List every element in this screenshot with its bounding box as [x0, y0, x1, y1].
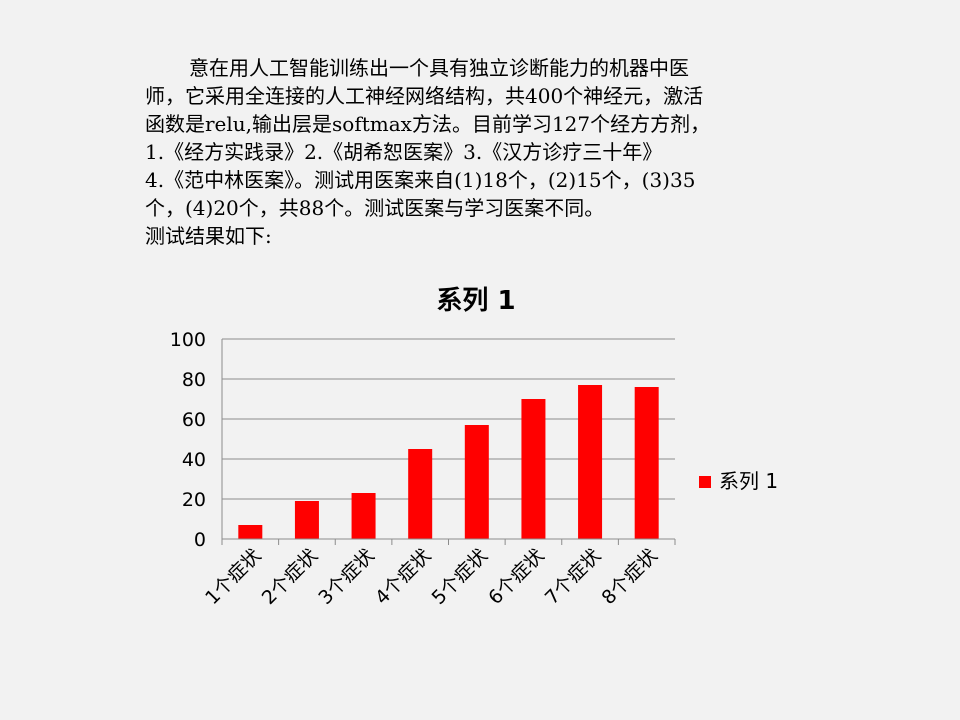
y-tick-label: 0 — [194, 529, 206, 551]
legend: 系列 1 — [699, 469, 778, 493]
legend-label: 系列 1 — [719, 469, 778, 493]
y-tick-label: 80 — [182, 369, 206, 391]
bar — [464, 425, 489, 539]
axis-layer — [221, 339, 676, 545]
x-tick-label: 8个症状 — [597, 545, 661, 609]
intro-line: 函数是relu,输出层是softmax方法。目前学习127个经方方剂， — [145, 112, 711, 136]
x-tick-label: 4个症状 — [371, 545, 435, 609]
bar — [238, 525, 263, 539]
y-tick-label: 20 — [182, 489, 206, 511]
x-tick-label: 6个症状 — [484, 545, 548, 609]
legend-swatch — [699, 476, 711, 488]
bar — [294, 501, 319, 539]
bar — [351, 493, 376, 539]
intro-line: 测试结果如下: — [145, 224, 272, 248]
intro-line: 个，(4)20个，共88个。测试医案与学习医案不同。 — [145, 196, 605, 220]
bar — [578, 385, 603, 539]
x-tick-label: 2个症状 — [258, 545, 322, 609]
y-tick-label: 60 — [182, 409, 206, 431]
intro-line: 1.《经方实践录》2.《胡希恕医案》3.《汉方诊疗三十年》 — [145, 140, 663, 164]
intro-line: 4.《范中林医案》。测试用医案来自(1)18个，(2)15个，(3)35 — [145, 168, 696, 192]
bar — [408, 449, 433, 539]
x-tick-label: 3个症状 — [314, 545, 378, 609]
y-tick-label: 100 — [170, 329, 206, 351]
grid-layer — [222, 338, 675, 500]
y-tick-label: 40 — [182, 449, 206, 471]
chart-title: 系列 1 — [436, 286, 515, 316]
bar — [634, 387, 659, 539]
intro-text: 意在用人工智能训练出一个具有独立诊断能力的机器中医 师，它采用全连接的人工神经网… — [145, 54, 845, 250]
x-tick-label: 1个症状 — [201, 545, 265, 609]
bar — [521, 399, 546, 539]
intro-line: 意在用人工智能训练出一个具有独立诊断能力的机器中医 — [189, 56, 689, 80]
x-tick-label: 5个症状 — [428, 545, 492, 609]
bar-layer — [238, 385, 659, 539]
x-tick-label: 7个症状 — [541, 545, 605, 609]
intro-line: 师，它采用全连接的人工神经网络结构，共400个神经元，激活 — [145, 84, 704, 108]
